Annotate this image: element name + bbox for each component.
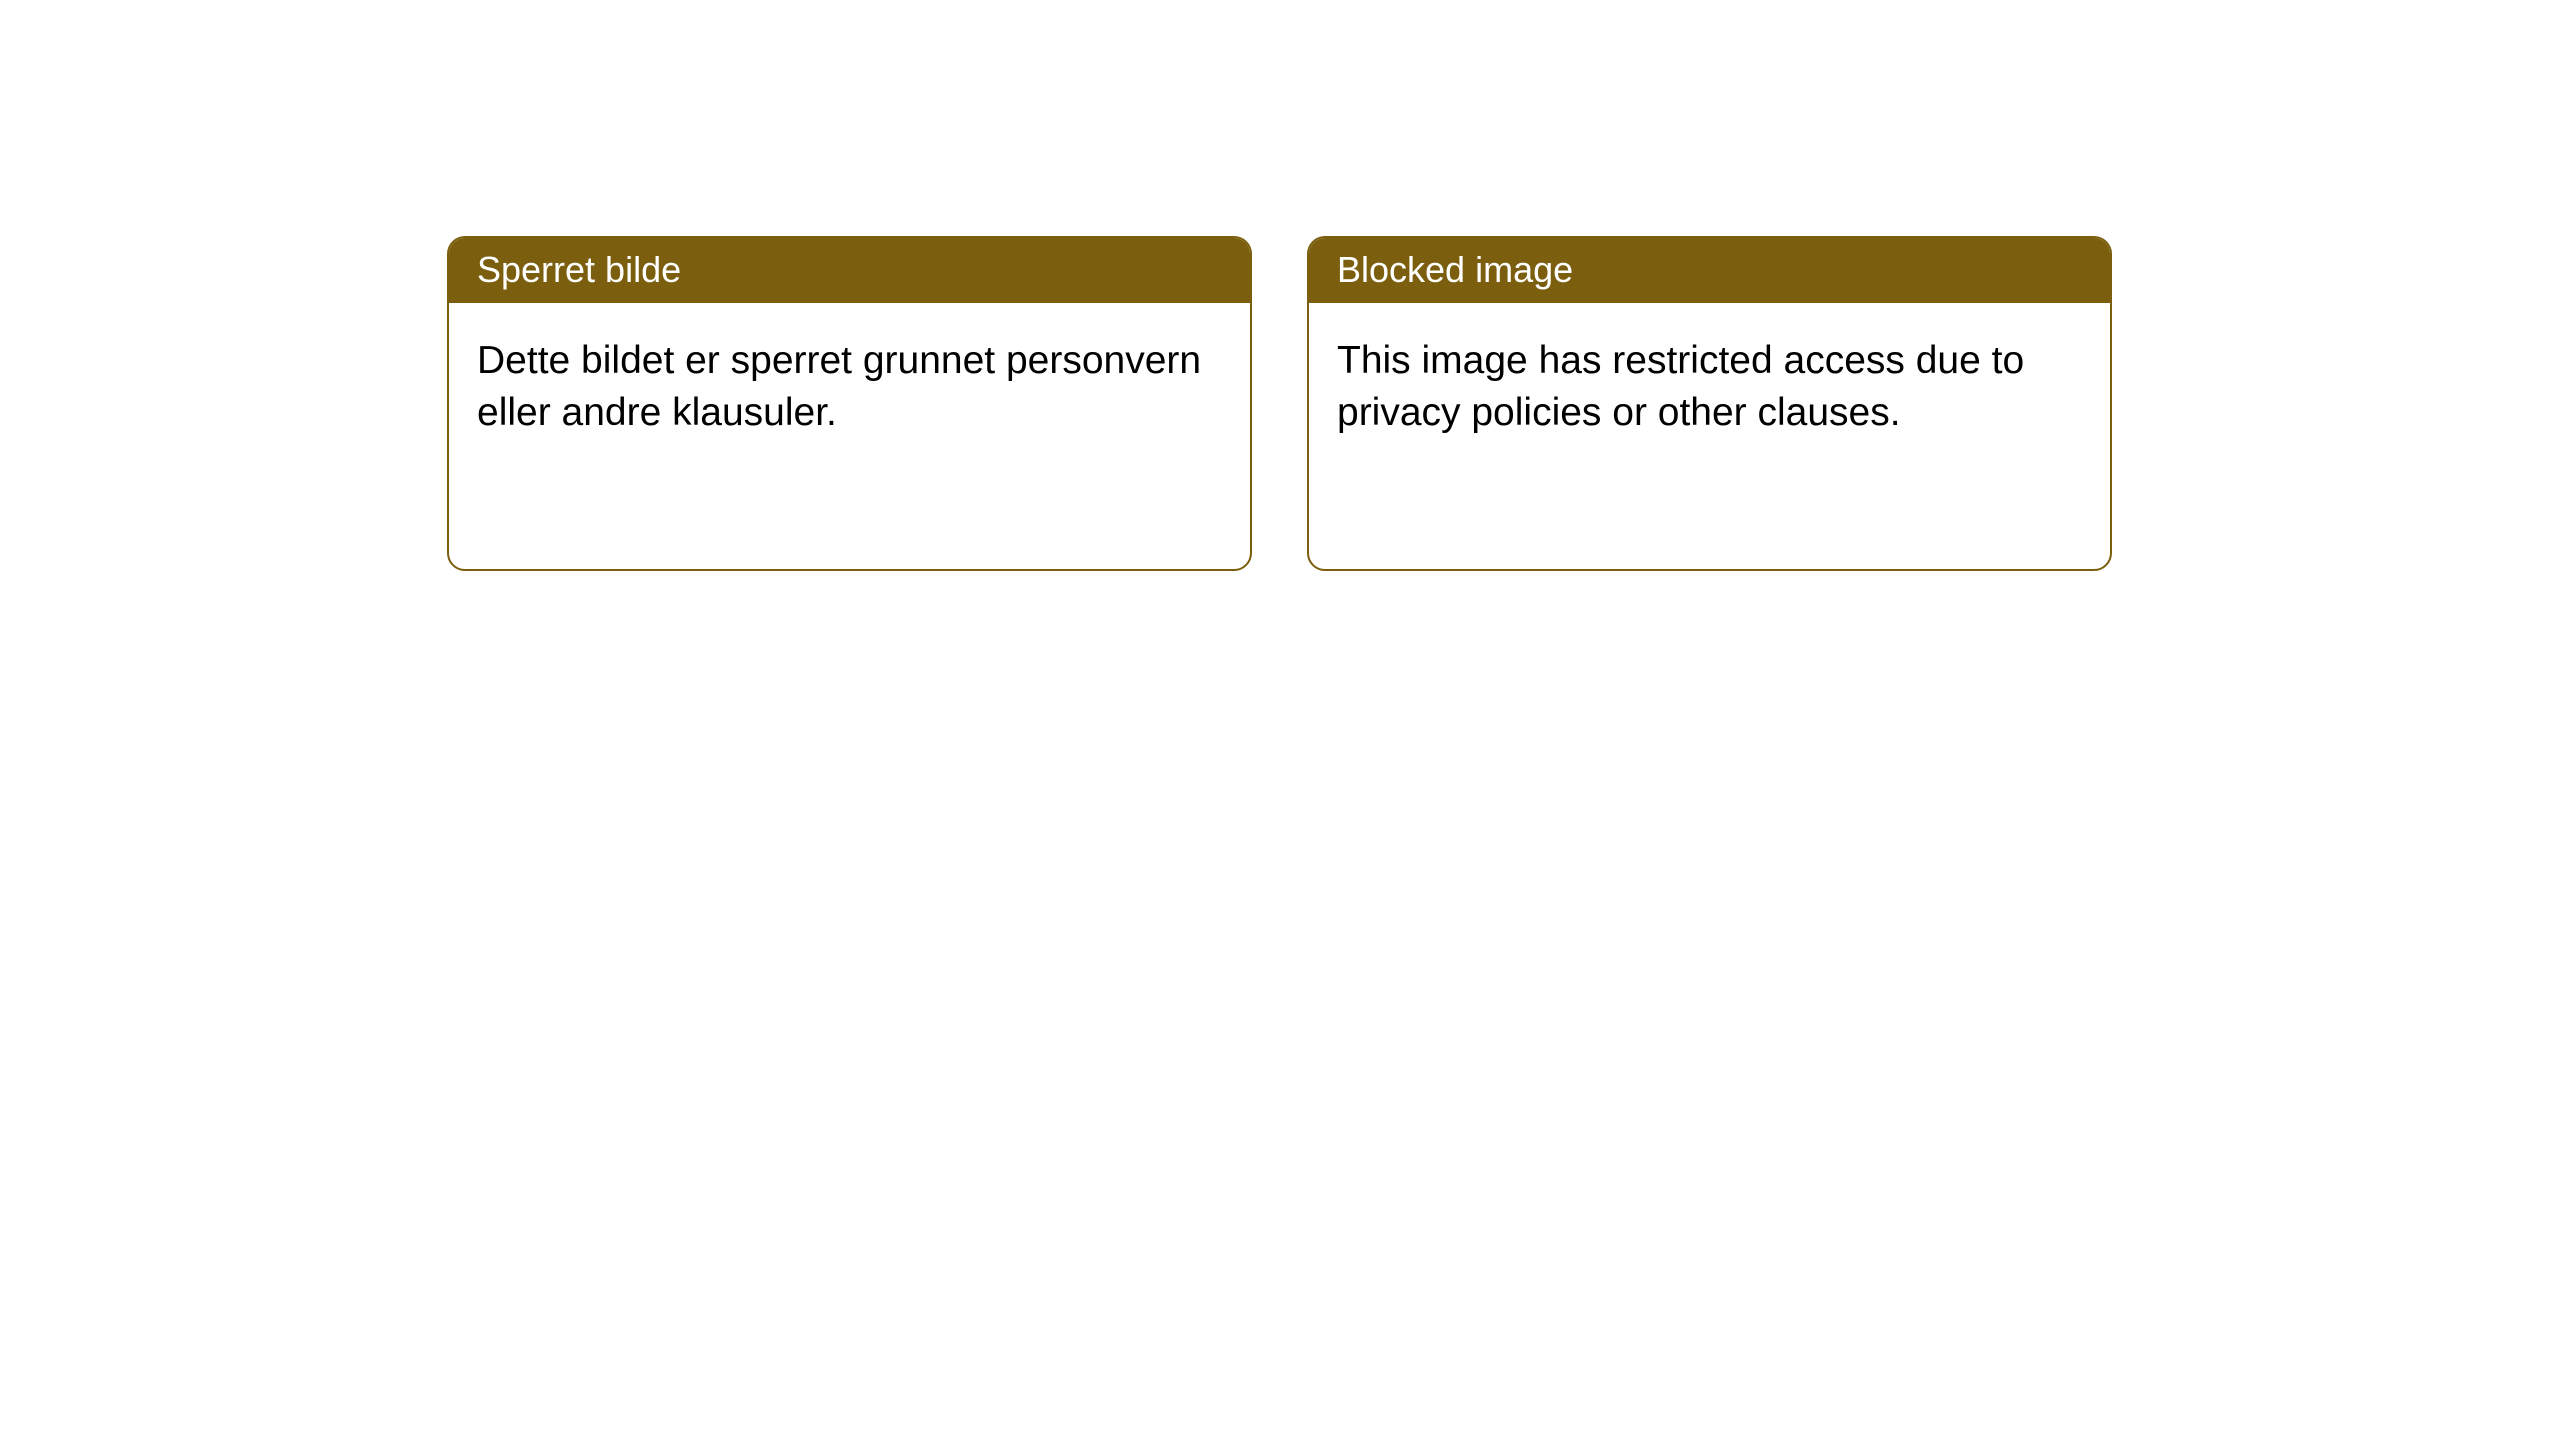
notice-body-text: This image has restricted access due to …: [1337, 339, 2024, 433]
notice-body: This image has restricted access due to …: [1309, 303, 2110, 569]
notice-title: Sperret bilde: [477, 249, 681, 290]
notice-card-norwegian: Sperret bilde Dette bildet er sperret gr…: [447, 236, 1252, 571]
notice-card-english: Blocked image This image has restricted …: [1307, 236, 2112, 571]
notice-body-text: Dette bildet er sperret grunnet personve…: [477, 339, 1201, 433]
notice-header: Sperret bilde: [449, 238, 1250, 303]
notice-header: Blocked image: [1309, 238, 2110, 303]
notice-body: Dette bildet er sperret grunnet personve…: [449, 303, 1250, 569]
notice-title: Blocked image: [1337, 249, 1573, 290]
notice-cards-container: Sperret bilde Dette bildet er sperret gr…: [447, 236, 2112, 571]
